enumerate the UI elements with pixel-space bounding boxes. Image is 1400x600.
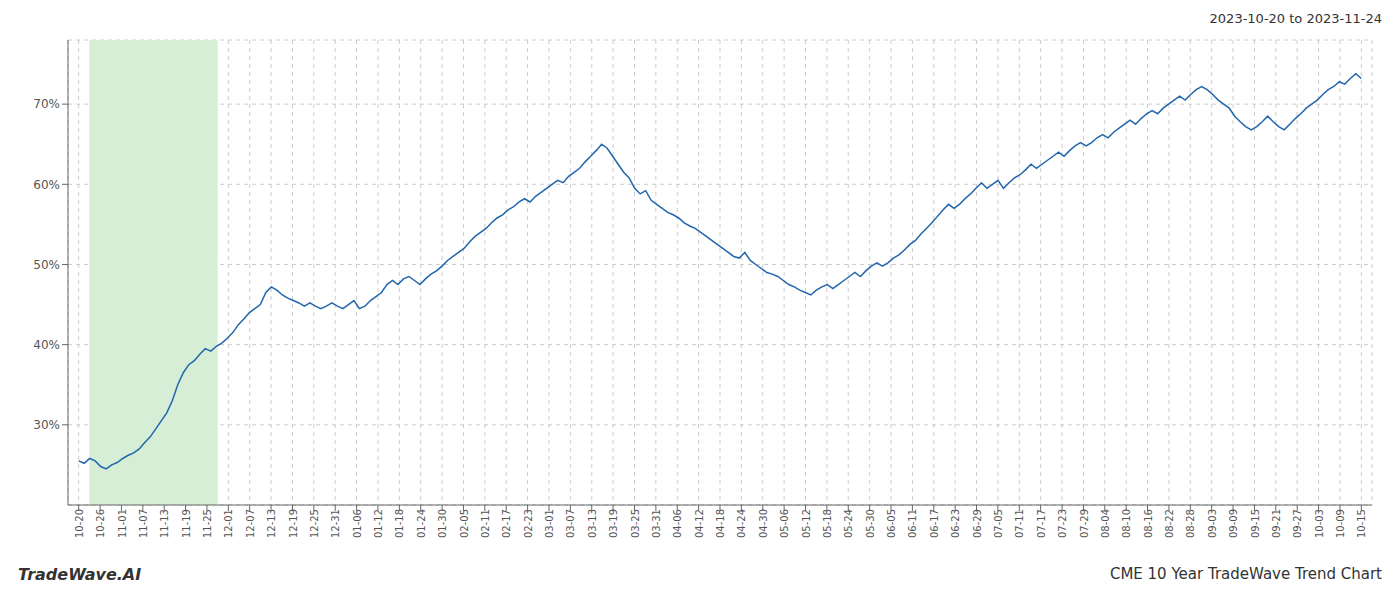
svg-text:01-06: 01-06 (352, 509, 363, 538)
svg-text:08-16: 08-16 (1143, 509, 1154, 538)
svg-text:04-12: 04-12 (694, 509, 705, 538)
svg-text:02-17: 02-17 (501, 509, 512, 538)
svg-text:01-24: 01-24 (416, 509, 427, 538)
svg-text:06-05: 06-05 (886, 509, 897, 538)
svg-text:10-20: 10-20 (74, 509, 85, 538)
svg-text:07-11: 07-11 (1014, 509, 1025, 538)
svg-text:02-23: 02-23 (523, 509, 534, 538)
svg-text:50%: 50% (33, 258, 60, 272)
svg-text:30%: 30% (33, 418, 60, 432)
svg-text:10-03: 10-03 (1314, 509, 1325, 538)
svg-text:01-30: 01-30 (437, 509, 448, 538)
svg-text:08-22: 08-22 (1164, 509, 1175, 538)
html-text:CME 10 Year TradeWave Trend Ch: CME 10 Year TradeWave Trend Chart (1109, 565, 1382, 583)
svg-text:05-06: 05-06 (779, 509, 790, 538)
svg-text:02-05: 02-05 (459, 509, 470, 538)
svg-text:03-31: 03-31 (651, 509, 662, 538)
svg-text:05-12: 05-12 (801, 509, 812, 538)
svg-text:06-11: 06-11 (907, 509, 918, 538)
svg-text:08-28: 08-28 (1185, 509, 1196, 538)
svg-text:09-27: 09-27 (1292, 509, 1303, 538)
svg-text:09-21: 09-21 (1271, 509, 1282, 538)
svg-text:07-05: 07-05 (993, 509, 1004, 538)
svg-text:12-25: 12-25 (309, 509, 320, 538)
svg-text:04-24: 04-24 (736, 509, 747, 538)
html-text:2023-10-20 to 2023-11-24: 2023-10-20 to 2023-11-24 (1209, 11, 1382, 26)
svg-text:01-12: 01-12 (373, 509, 384, 538)
svg-text:05-30: 05-30 (865, 509, 876, 538)
svg-text:60%: 60% (33, 178, 60, 192)
svg-text:06-17: 06-17 (929, 509, 940, 538)
svg-text:03-13: 03-13 (587, 509, 598, 538)
svg-text:05-18: 05-18 (822, 509, 833, 538)
svg-text:08-10: 08-10 (1121, 509, 1132, 538)
svg-text:04-30: 04-30 (758, 509, 769, 538)
svg-text:05-24: 05-24 (843, 509, 854, 538)
svg-text:06-23: 06-23 (950, 509, 961, 538)
html-text:TradeWave.AI: TradeWave.AI (18, 564, 142, 584)
svg-text:11-25: 11-25 (202, 509, 213, 538)
svg-text:07-23: 07-23 (1057, 509, 1068, 538)
svg-text:12-31: 12-31 (330, 509, 341, 538)
svg-text:12-13: 12-13 (266, 509, 277, 538)
svg-text:01-18: 01-18 (394, 509, 405, 538)
svg-text:70%: 70% (33, 97, 60, 111)
svg-text:10-26: 10-26 (95, 509, 106, 538)
svg-text:02-11: 02-11 (480, 509, 491, 538)
svg-text:12-01: 12-01 (223, 509, 234, 538)
svg-text:03-19: 03-19 (608, 509, 619, 538)
svg-text:06-29: 06-29 (972, 509, 983, 538)
svg-text:11-01: 11-01 (117, 509, 128, 538)
svg-text:10-09: 10-09 (1335, 509, 1346, 538)
svg-text:03-07: 03-07 (565, 509, 576, 538)
svg-text:09-09: 09-09 (1228, 509, 1239, 538)
svg-text:12-19: 12-19 (288, 509, 299, 538)
svg-text:10-15: 10-15 (1356, 509, 1367, 538)
svg-text:11-19: 11-19 (181, 509, 192, 538)
svg-text:03-25: 03-25 (630, 509, 641, 538)
svg-text:08-04: 08-04 (1100, 509, 1111, 538)
svg-text:04-18: 04-18 (715, 509, 726, 538)
svg-text:04-06: 04-06 (672, 509, 683, 538)
svg-text:12-07: 12-07 (245, 509, 256, 538)
svg-text:40%: 40% (33, 338, 60, 352)
svg-text:03-01: 03-01 (544, 509, 555, 538)
svg-text:07-17: 07-17 (1036, 509, 1047, 538)
svg-text:11-13: 11-13 (159, 509, 170, 538)
svg-text:11-07: 11-07 (138, 509, 149, 538)
svg-text:09-03: 09-03 (1207, 509, 1218, 538)
svg-text:09-15: 09-15 (1250, 509, 1261, 538)
svg-text:07-29: 07-29 (1079, 509, 1090, 538)
